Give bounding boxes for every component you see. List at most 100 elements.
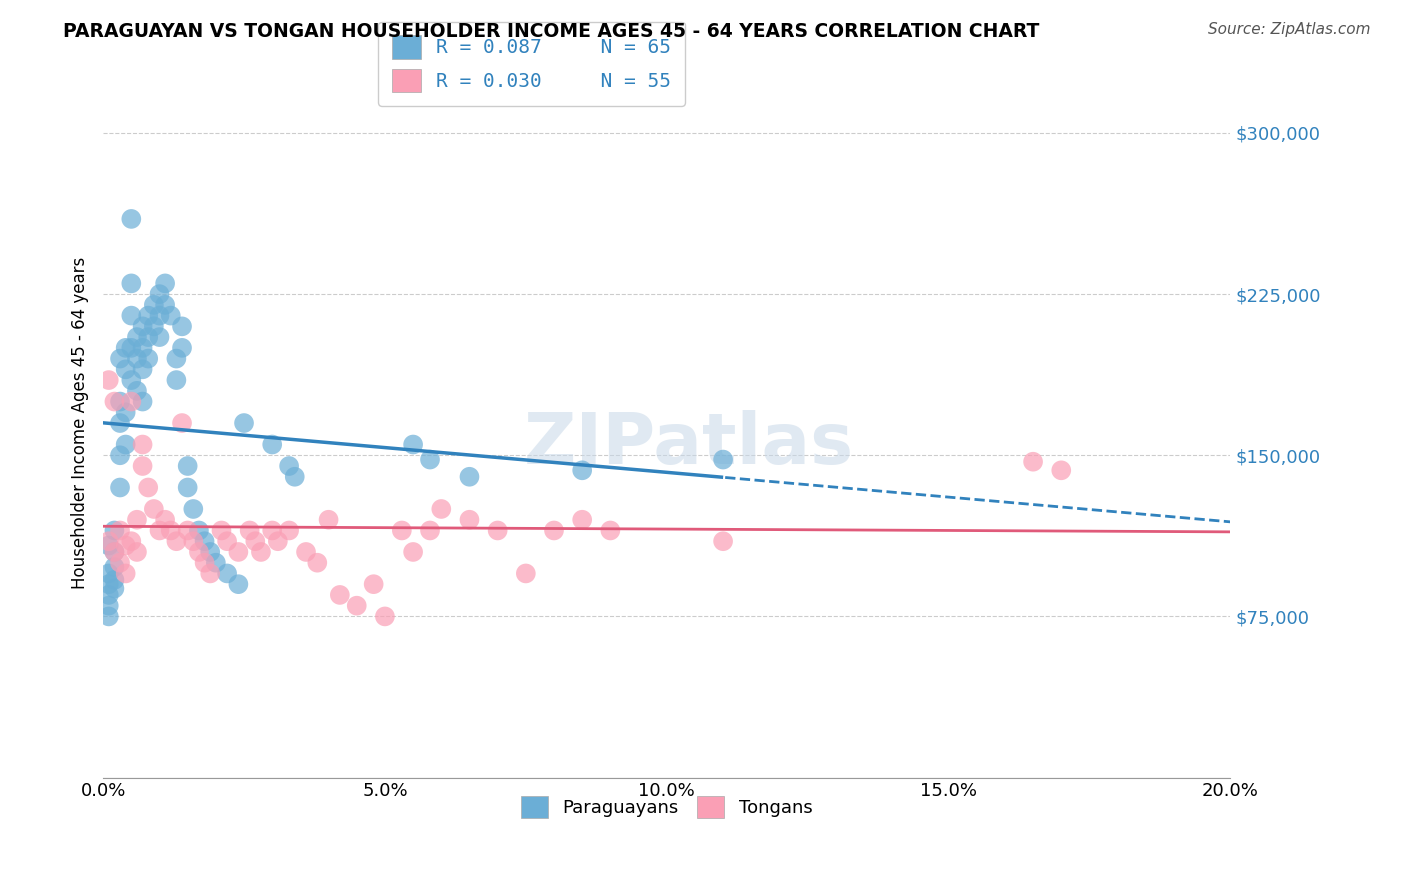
Point — [159, 524, 181, 538]
Point — [97, 539, 120, 553]
Point — [120, 309, 142, 323]
Point — [131, 341, 153, 355]
Point — [125, 545, 148, 559]
Point — [295, 545, 318, 559]
Point — [120, 341, 142, 355]
Point — [108, 524, 131, 538]
Point — [200, 566, 222, 581]
Point — [103, 545, 125, 559]
Point — [176, 524, 198, 538]
Point — [131, 362, 153, 376]
Point — [711, 534, 734, 549]
Point — [187, 524, 209, 538]
Point — [571, 513, 593, 527]
Point — [120, 394, 142, 409]
Point — [136, 481, 159, 495]
Point — [97, 577, 120, 591]
Point — [599, 524, 621, 538]
Point — [120, 534, 142, 549]
Point — [181, 534, 204, 549]
Point — [228, 545, 250, 559]
Point — [346, 599, 368, 613]
Text: Source: ZipAtlas.com: Source: ZipAtlas.com — [1208, 22, 1371, 37]
Point — [200, 545, 222, 559]
Point — [267, 534, 290, 549]
Point — [250, 545, 273, 559]
Point — [142, 502, 165, 516]
Point — [374, 609, 396, 624]
Point — [153, 513, 176, 527]
Point — [170, 319, 193, 334]
Point — [187, 545, 209, 559]
Point — [307, 556, 329, 570]
Point — [430, 502, 453, 516]
Point — [97, 588, 120, 602]
Point — [103, 560, 125, 574]
Point — [262, 437, 284, 451]
Point — [165, 351, 187, 366]
Point — [114, 437, 136, 451]
Point — [103, 545, 125, 559]
Point — [114, 362, 136, 376]
Point — [108, 556, 131, 570]
Point — [108, 394, 131, 409]
Point — [131, 319, 153, 334]
Point — [120, 277, 142, 291]
Point — [125, 513, 148, 527]
Point — [486, 524, 509, 538]
Point — [194, 556, 217, 570]
Point — [131, 437, 153, 451]
Point — [458, 513, 481, 527]
Point — [136, 330, 159, 344]
Point — [515, 566, 537, 581]
Point — [329, 588, 352, 602]
Point — [1022, 455, 1045, 469]
Point — [1050, 463, 1073, 477]
Point — [103, 524, 125, 538]
Point — [131, 394, 153, 409]
Point — [543, 524, 565, 538]
Point — [97, 566, 120, 581]
Point — [148, 330, 170, 344]
Point — [148, 309, 170, 323]
Point — [239, 524, 262, 538]
Point — [97, 599, 120, 613]
Point — [170, 341, 193, 355]
Point — [125, 351, 148, 366]
Point — [402, 437, 425, 451]
Text: ZIPatlas: ZIPatlas — [524, 409, 855, 479]
Point — [114, 566, 136, 581]
Point — [103, 573, 125, 587]
Point — [262, 524, 284, 538]
Point — [170, 416, 193, 430]
Point — [97, 609, 120, 624]
Point — [165, 373, 187, 387]
Point — [284, 469, 307, 483]
Point — [217, 534, 239, 549]
Point — [125, 330, 148, 344]
Point — [363, 577, 385, 591]
Point — [153, 277, 176, 291]
Point — [402, 545, 425, 559]
Y-axis label: Householder Income Ages 45 - 64 years: Householder Income Ages 45 - 64 years — [72, 257, 89, 589]
Point — [318, 513, 340, 527]
Point — [103, 394, 125, 409]
Point — [97, 373, 120, 387]
Point — [136, 351, 159, 366]
Point — [194, 534, 217, 549]
Text: PARAGUAYAN VS TONGAN HOUSEHOLDER INCOME AGES 45 - 64 YEARS CORRELATION CHART: PARAGUAYAN VS TONGAN HOUSEHOLDER INCOME … — [63, 22, 1039, 41]
Point — [142, 319, 165, 334]
Point — [142, 298, 165, 312]
Point — [136, 309, 159, 323]
Point — [153, 298, 176, 312]
Point — [419, 524, 441, 538]
Point — [245, 534, 267, 549]
Point — [711, 452, 734, 467]
Point — [165, 534, 187, 549]
Point — [114, 341, 136, 355]
Point — [458, 469, 481, 483]
Point — [228, 577, 250, 591]
Point — [125, 384, 148, 398]
Point — [114, 405, 136, 419]
Point — [108, 448, 131, 462]
